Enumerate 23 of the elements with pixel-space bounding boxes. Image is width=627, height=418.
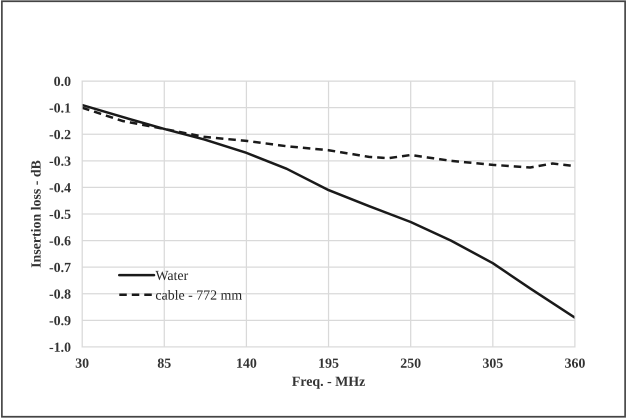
- x-tick-label: 85: [158, 358, 171, 368]
- x-tick-label: 195: [319, 358, 338, 368]
- line-series: [82, 104, 575, 319]
- y-tick-label: -1.0: [50, 342, 70, 352]
- x-tick-label: 30: [76, 358, 89, 368]
- y-tick-label: 0.0: [54, 76, 70, 86]
- y-tick-label: -0.5: [50, 210, 71, 220]
- y-tick-label: -0.4: [50, 183, 71, 192]
- y-tick-label: -0.8: [50, 289, 71, 299]
- y-tick-label: -0.7: [50, 262, 71, 272]
- x-tick-label: 250: [400, 358, 421, 368]
- y-tick-label: -0.9: [50, 316, 71, 326]
- y-tick-label: -0.3: [50, 156, 71, 166]
- y-tick-label: -0.2: [50, 130, 70, 140]
- y-tick-label: -0.1: [50, 103, 70, 113]
- legend-label: cable - 772 mm: [156, 290, 242, 300]
- legend-label: Water: [155, 270, 188, 280]
- y-axis-title: Insertion loss - dB: [30, 160, 41, 268]
- y-tick-label: -0.6: [50, 236, 71, 246]
- x-tick-label: 305: [482, 358, 503, 368]
- x-axis-title: Freq. - MHz: [292, 376, 365, 389]
- x-tick-label: 140: [237, 358, 256, 368]
- x-tick-label: 360: [565, 358, 585, 368]
